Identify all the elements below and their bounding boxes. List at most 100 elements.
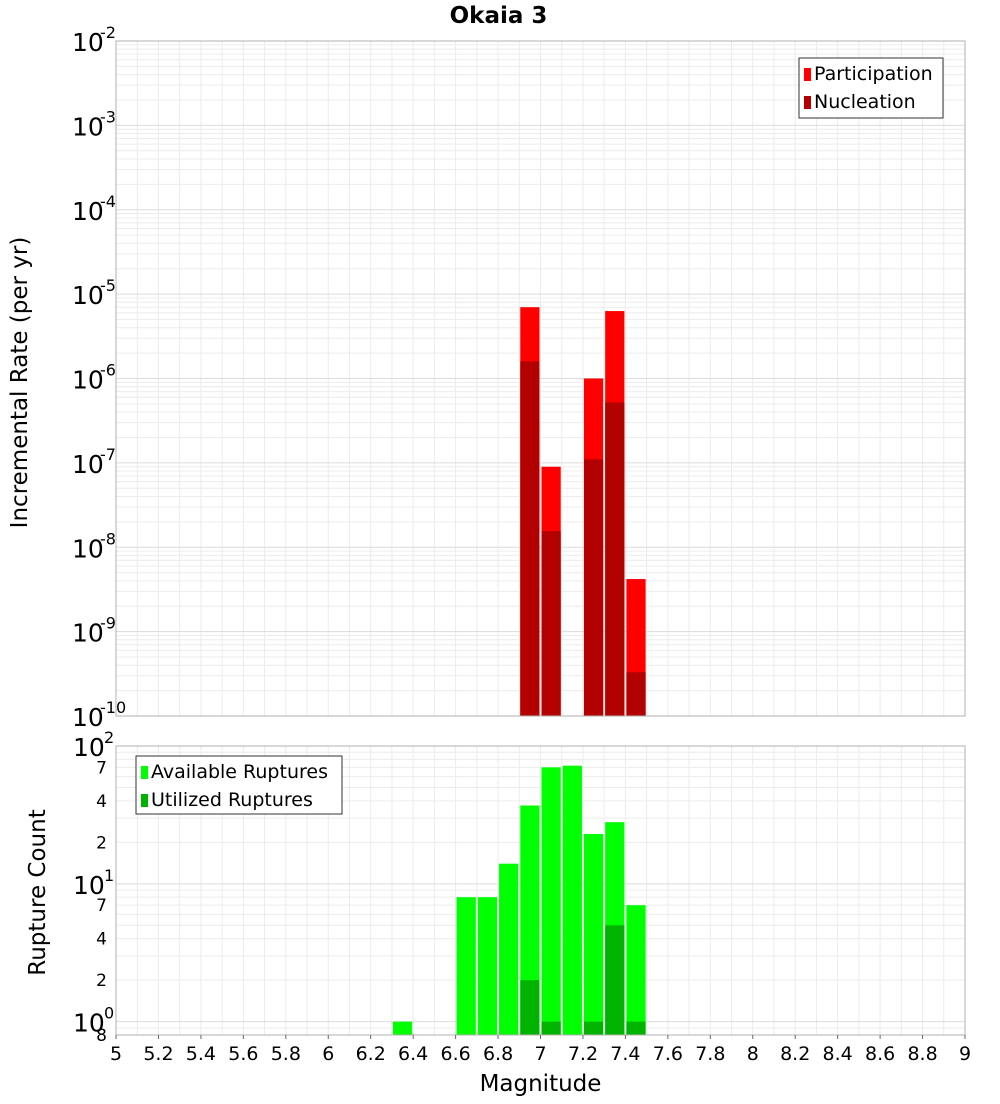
y-tick-label: 2 [96,971,107,991]
x-tick-label: 5.4 [186,1043,216,1065]
x-tick-label: 7.4 [610,1043,640,1065]
y-tick-base: 10 [72,534,104,563]
y-axis-label-bottom: Rupture Count [25,809,51,975]
chart-title: Okaia 3 [450,3,548,29]
y-tick-base: 10 [72,703,104,732]
x-tick-label: 8.6 [865,1043,895,1065]
x-tick-label: 9 [959,1043,971,1065]
y-decade-exponent: 0 [104,1004,114,1023]
y-tick-exponent: -4 [100,192,116,211]
bar-available-ruptures [477,897,498,1035]
legend-label: Available Ruptures [151,761,328,783]
y-tick-exponent: -7 [100,445,116,464]
bar-available-ruptures [626,905,646,1035]
y-tick-label: 10-8 [72,529,116,563]
legend-label: Nucleation [814,91,916,113]
bar-utilized-ruptures [520,980,540,1035]
x-tick-label: 7.8 [695,1043,725,1065]
bottom-bars [392,765,646,1035]
x-tick-label: 5.2 [143,1043,173,1065]
y-tick-base: 10 [72,619,104,648]
y-decade-label: 10 0 [73,1004,114,1038]
y-tick-label: 10-7 [72,445,116,479]
y-decade-base: 10 [73,871,105,900]
bar-utilized-ruptures [541,1021,561,1035]
y-decade-exponent: 2 [104,728,114,747]
x-tick-label: 6.2 [356,1043,386,1065]
y-tick-label: 8 [96,1026,107,1046]
legend-bottom: Available Ruptures Utilized Ruptures [135,755,343,815]
bar-nucleation [520,361,540,716]
y-tick-label: 4 [96,930,107,950]
y-tick-label: 7 [96,896,107,916]
y-tick-base: 10 [72,450,104,479]
x-tick-label: 7.6 [653,1043,683,1065]
top-bars [520,307,646,716]
bar-utilized-ruptures [583,1021,604,1035]
y-tick-label: 10-10 [72,698,126,732]
x-tick-label: 6.6 [440,1043,470,1065]
y-tick-base: 10 [72,197,104,226]
x-tick-label: 5 [110,1043,122,1065]
bar-nucleation [605,402,625,716]
bar-utilized-ruptures [626,1021,646,1035]
y-tick-label: 10-6 [72,361,116,395]
bar-available-ruptures [499,863,519,1035]
legend-frame [798,57,944,119]
bar-available-ruptures [541,767,561,1035]
top-plot-frame [115,40,966,717]
bar-available-ruptures [520,805,540,1035]
legend-label: Utilized Ruptures [151,789,313,811]
legend-top: Participation Nucleation [798,57,944,119]
bar-utilized-ruptures [605,925,625,1035]
bar-available-ruptures [562,765,582,1035]
x-axis-label: Magnitude [480,1071,602,1097]
x-tick-label: 8.8 [907,1043,937,1065]
y-decade-base: 10 [73,1009,105,1038]
x-tick-label: 5.6 [228,1043,258,1065]
x-tick-label: 5.8 [271,1043,301,1065]
x-tick-label: 7 [534,1043,546,1065]
y-tick-exponent: -9 [100,614,116,633]
y-decade-exponent: 1 [104,866,114,885]
y-tick-label: 10-4 [72,192,116,226]
legend-swatch [804,68,811,81]
y-decade-label: 10 2 [73,728,114,762]
legend-frame [135,755,343,815]
y-tick-base: 10 [72,28,104,57]
x-tick-label: 6.8 [483,1043,513,1065]
y-decade-base: 10 [73,733,105,762]
y-tick-base: 10 [72,281,104,310]
legend-label: Participation [814,63,933,85]
x-tick-label: 6 [322,1043,334,1065]
y-tick-label: 2 [96,833,107,853]
y-tick-exponent: -5 [100,276,116,295]
y-tick-label: 10-9 [72,614,116,648]
legend-swatch [804,96,811,109]
y-tick-label: 7 [96,758,107,778]
y-axis-label-top: Incremental Rate (per yr) [7,237,33,529]
legend-swatch [141,766,148,779]
bar-nucleation [541,531,561,716]
y-decade-label: 10 1 [73,866,114,900]
y-tick-label: 10-3 [72,107,116,141]
legend-swatch [141,794,148,807]
y-tick-base: 10 [72,366,104,395]
y-tick-exponent: -2 [100,23,116,42]
x-tick-label: 8.4 [823,1043,853,1065]
x-tick-label: 6.4 [398,1043,428,1065]
x-tick-label: 7.2 [568,1043,598,1065]
y-tick-exponent: -3 [100,107,116,126]
bar-available-ruptures [392,1021,413,1035]
bar-available-ruptures [583,833,604,1035]
top-grid [115,40,966,717]
y-tick-exponent: -6 [100,361,116,380]
bar-nucleation [583,459,604,716]
y-tick-base: 10 [72,112,104,141]
bar-available-ruptures [456,897,476,1035]
y-tick-label: 4 [96,792,107,812]
y-tick-label: 10-2 [72,23,116,57]
y-tick-exponent: -8 [100,529,116,548]
